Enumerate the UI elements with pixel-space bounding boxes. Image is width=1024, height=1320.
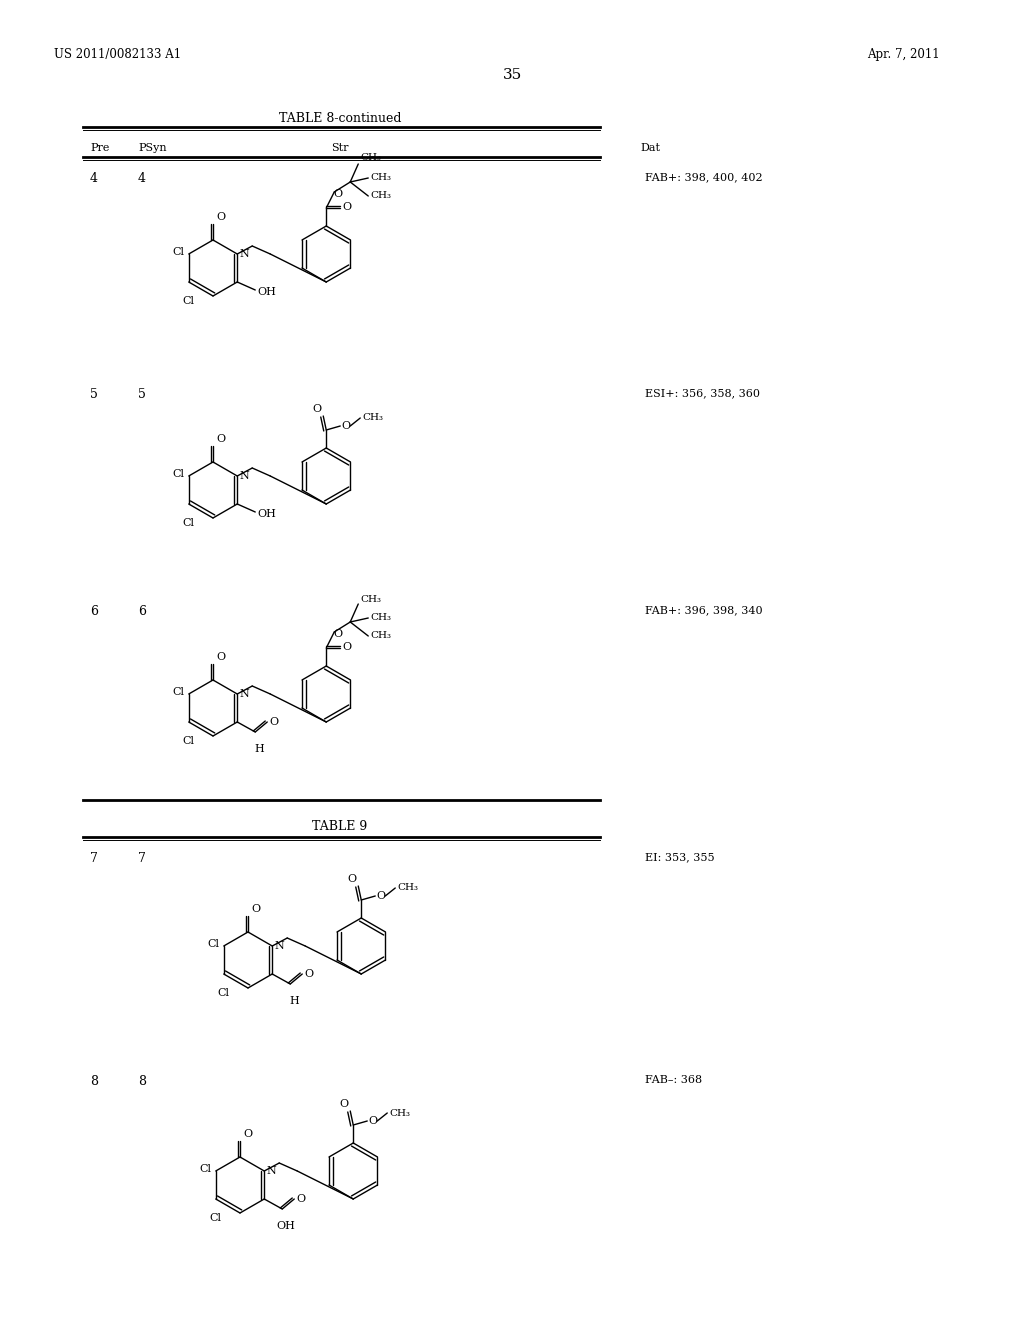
Text: Cl: Cl [210,1213,222,1224]
Text: PSyn: PSyn [138,143,167,153]
Text: Cl: Cl [182,296,195,306]
Text: 7: 7 [90,851,98,865]
Text: 4: 4 [90,172,98,185]
Text: O: O [269,717,279,727]
Text: OH: OH [257,286,276,297]
Text: CH₃: CH₃ [360,153,381,162]
Text: O: O [376,891,385,902]
Text: 5: 5 [90,388,98,401]
Text: TABLE 9: TABLE 9 [312,820,368,833]
Text: O: O [304,969,313,979]
Text: H: H [254,744,264,754]
Text: O: O [216,434,225,444]
Text: CH₃: CH₃ [397,883,418,892]
Text: Cl: Cl [173,247,184,257]
Text: CH₃: CH₃ [362,413,383,422]
Text: Cl: Cl [173,686,184,697]
Text: OH: OH [276,1221,296,1232]
Text: O: O [348,874,356,884]
Text: 6: 6 [90,605,98,618]
Text: FAB+: 398, 400, 402: FAB+: 398, 400, 402 [645,172,763,182]
Text: ESI+: 356, 358, 360: ESI+: 356, 358, 360 [645,388,760,399]
Text: O: O [342,642,351,652]
Text: N: N [240,249,249,259]
Text: Apr. 7, 2011: Apr. 7, 2011 [867,48,940,61]
Text: FAB+: 396, 398, 340: FAB+: 396, 398, 340 [645,605,763,615]
Text: O: O [342,202,351,213]
Text: TABLE 8-continued: TABLE 8-continued [279,112,401,125]
Text: Cl: Cl [182,517,195,528]
Text: N: N [266,1166,276,1176]
Text: O: O [312,404,322,414]
Text: 8: 8 [90,1074,98,1088]
Text: EI: 353, 355: EI: 353, 355 [645,851,715,862]
Text: CH₃: CH₃ [371,631,391,640]
Text: Cl: Cl [182,737,195,746]
Text: 5: 5 [138,388,145,401]
Text: O: O [251,904,260,913]
Text: O: O [216,652,225,663]
Text: N: N [274,941,284,950]
Text: US 2011/0082133 A1: US 2011/0082133 A1 [54,48,181,61]
Text: Cl: Cl [208,939,220,949]
Text: Dat: Dat [640,143,660,153]
Text: O: O [334,630,343,639]
Text: O: O [216,213,225,222]
Text: CH₃: CH₃ [371,191,391,201]
Text: 8: 8 [138,1074,146,1088]
Text: OH: OH [257,510,276,519]
Text: O: O [341,421,350,432]
Text: CH₃: CH₃ [360,595,381,605]
Text: CH₃: CH₃ [371,173,391,182]
Text: O: O [369,1115,378,1126]
Text: O: O [243,1129,252,1139]
Text: Pre: Pre [90,143,110,153]
Text: Cl: Cl [200,1164,212,1173]
Text: N: N [240,471,249,480]
Text: Cl: Cl [173,469,184,479]
Text: O: O [296,1195,305,1204]
Text: Cl: Cl [218,987,229,998]
Text: 6: 6 [138,605,146,618]
Text: H: H [290,997,299,1006]
Text: CH₃: CH₃ [371,614,391,623]
Text: N: N [240,689,249,700]
Text: 7: 7 [138,851,145,865]
Text: 4: 4 [138,172,146,185]
Text: 35: 35 [503,69,521,82]
Text: CH₃: CH₃ [389,1109,411,1118]
Text: O: O [334,189,343,199]
Text: Str: Str [331,143,349,153]
Text: O: O [340,1100,349,1109]
Text: FAB–: 368: FAB–: 368 [645,1074,702,1085]
